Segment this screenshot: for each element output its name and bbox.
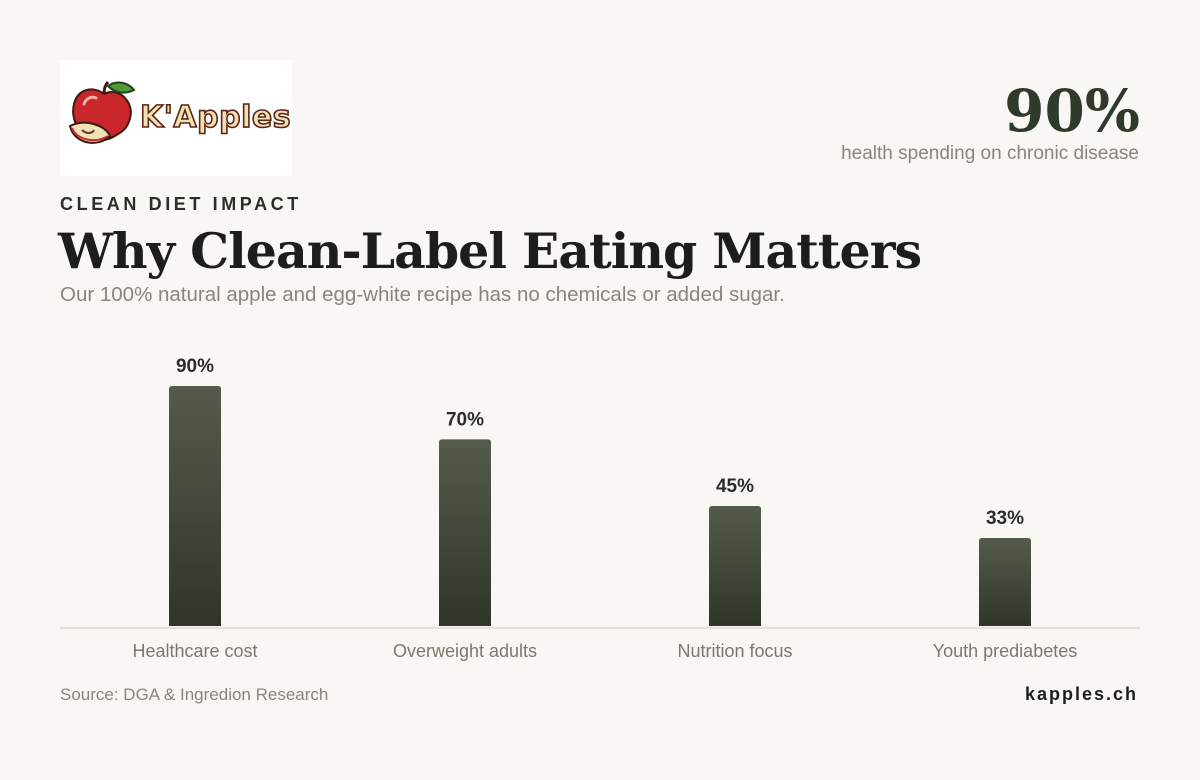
bar-value-label: 90% [176, 356, 214, 377]
bar-value-label: 45% [716, 476, 754, 497]
bar-overweight-adults [439, 439, 491, 626]
source-note: Source: DGA & Ingredion Research [60, 685, 329, 704]
page-title: Why Clean-Label Eating Matters [58, 222, 922, 280]
site-link[interactable]: kapples.ch [1024, 684, 1138, 704]
category-label: Healthcare cost [132, 641, 257, 661]
eyebrow-label: CLEAN DIET IMPACT [60, 194, 302, 214]
bar-youth-prediabetes [979, 538, 1031, 626]
hero-stat-value: 90% [1004, 77, 1140, 145]
apple-icon [68, 80, 136, 144]
page-subtitle: Our 100% natural apple and egg-white rec… [60, 283, 785, 306]
category-label: Youth prediabetes [933, 641, 1077, 661]
bar-healthcare-cost [169, 386, 221, 626]
bar-chart: 90% Healthcare cost 70% Overweight adults 45… [60, 356, 1140, 661]
bar-value-label: 70% [446, 409, 484, 430]
brand-logo-text: K'Apples [139, 99, 292, 136]
bar-nutrition-focus [709, 506, 761, 626]
brand-logo: K'Apples [60, 60, 292, 176]
category-label: Overweight adults [393, 641, 537, 661]
hero-stat-caption: health spending on chronic disease [841, 143, 1139, 164]
category-label: Nutrition focus [677, 641, 792, 661]
bar-value-label: 33% [986, 508, 1024, 529]
